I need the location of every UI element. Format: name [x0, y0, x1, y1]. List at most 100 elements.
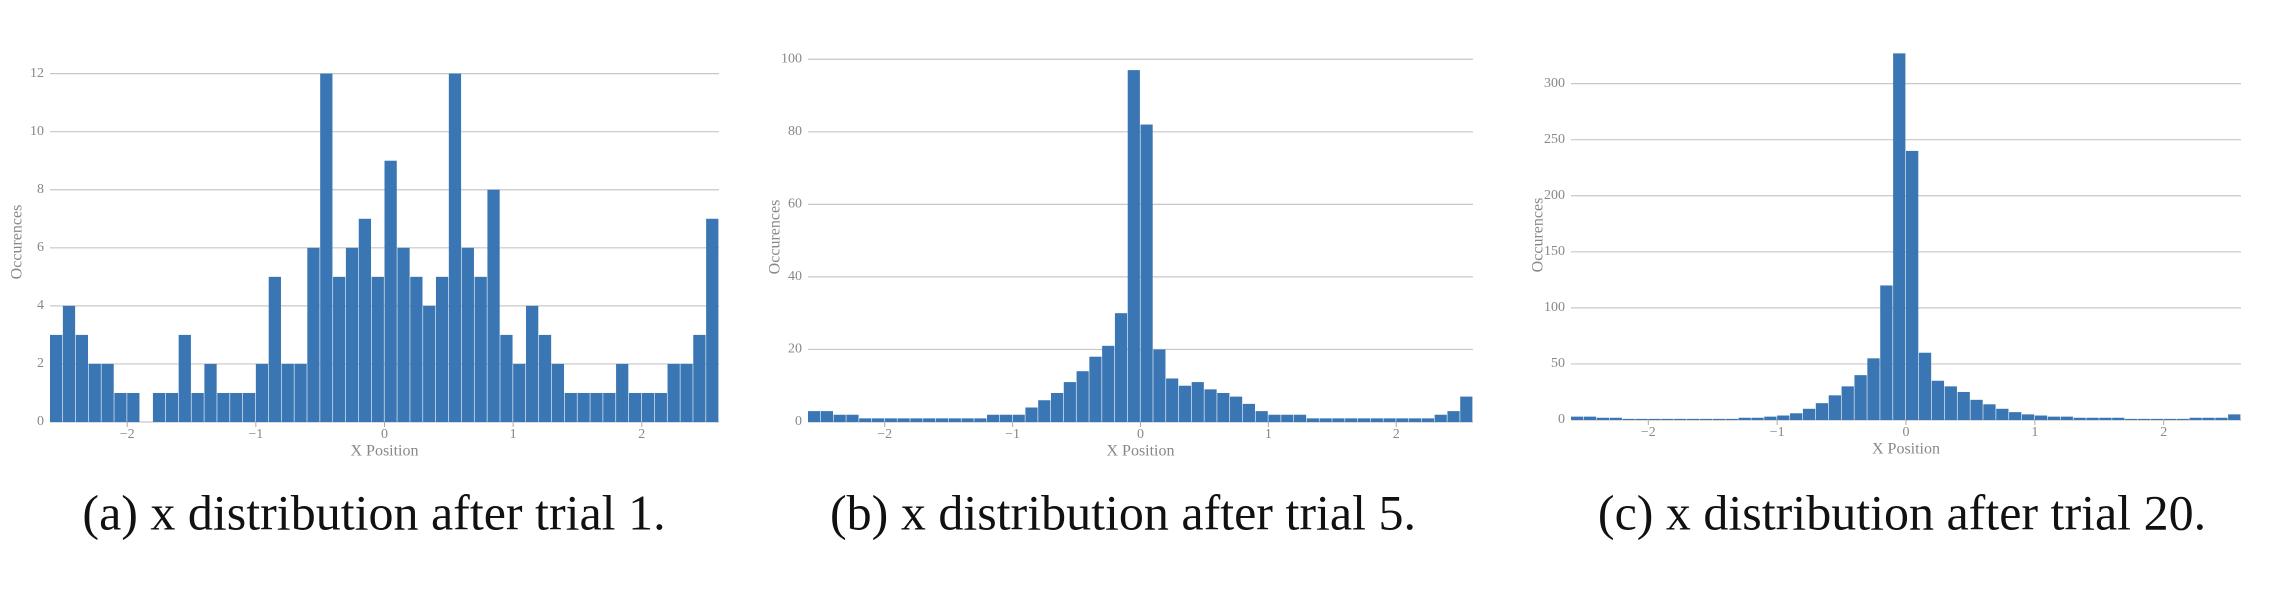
bar	[2047, 416, 2061, 420]
bar	[2189, 417, 2202, 420]
bar	[1622, 418, 1635, 420]
x-tick-label: −1	[248, 427, 263, 442]
x-axis-title: X Position	[1106, 443, 1174, 460]
bar	[961, 418, 974, 422]
bar	[1012, 414, 1025, 422]
bar	[1854, 375, 1867, 420]
bar	[384, 160, 397, 423]
bar	[423, 305, 436, 422]
bar	[1944, 386, 1957, 420]
x-axis-title: X Position	[350, 443, 418, 460]
bar	[333, 276, 346, 422]
bar	[1957, 391, 1970, 420]
bar	[564, 392, 577, 422]
bar	[1281, 414, 1294, 422]
bar	[526, 305, 539, 422]
bar	[1447, 411, 1460, 422]
bar	[101, 363, 114, 422]
bar	[2150, 418, 2164, 420]
bar	[1345, 418, 1358, 422]
y-tick-label: 40	[788, 269, 802, 284]
x-axis-title: X Position	[1872, 441, 1940, 458]
bar	[1571, 416, 1584, 420]
bar	[2086, 417, 2099, 420]
y-tick-label: 50	[1551, 356, 1565, 371]
bar	[1102, 345, 1115, 422]
y-tick-label: 250	[1544, 132, 1565, 147]
x-tick-label: 2	[1393, 427, 1400, 442]
bar	[230, 392, 243, 422]
bar	[616, 363, 629, 422]
bar	[641, 392, 655, 422]
bar	[1166, 378, 1179, 422]
bar	[1204, 389, 1217, 422]
y-tick-label: 6	[37, 240, 44, 255]
bar	[1268, 414, 1281, 422]
bar	[808, 411, 821, 422]
y-tick-label: 0	[37, 414, 44, 429]
bar	[923, 418, 936, 422]
x-tick-label: 1	[1265, 427, 1272, 442]
bar	[294, 363, 307, 422]
bar	[2215, 417, 2228, 420]
bar	[1970, 399, 1983, 420]
x-tick-label: 0	[1903, 425, 1910, 440]
bar	[1089, 356, 1102, 422]
bar	[1370, 418, 1383, 422]
bar	[2228, 414, 2241, 420]
bar	[1880, 285, 1893, 420]
bar	[1712, 418, 1726, 420]
bar	[1815, 403, 1829, 420]
bar	[217, 392, 230, 422]
bar	[50, 334, 63, 422]
bar	[448, 73, 462, 422]
bar	[1217, 392, 1230, 422]
bar	[948, 418, 961, 422]
x-tick-label: −2	[120, 427, 135, 442]
bar	[2060, 416, 2073, 420]
bar	[859, 418, 872, 422]
y-tick-label: 10	[30, 124, 44, 139]
y-tick-label: 8	[37, 182, 44, 197]
x-tick-label: 1	[510, 427, 517, 442]
bar	[461, 247, 474, 422]
bar	[1699, 418, 1713, 420]
bar	[628, 392, 642, 422]
bar	[2137, 418, 2151, 420]
x-tick-label: 2	[638, 427, 645, 442]
caption: (c) x distribution after trial 20.	[1598, 484, 2206, 540]
bar	[1434, 414, 1447, 422]
bar	[551, 363, 565, 422]
bar	[1319, 418, 1332, 422]
bar	[1383, 418, 1396, 422]
y-tick-label: 20	[788, 342, 802, 357]
bar	[474, 276, 487, 422]
bar	[1332, 418, 1345, 422]
bar	[1918, 352, 1932, 420]
bar	[1153, 349, 1166, 422]
bar	[2202, 417, 2215, 420]
bar	[165, 392, 179, 422]
y-tick-label: 100	[1544, 300, 1565, 315]
bar	[1725, 418, 1738, 420]
bar	[371, 276, 384, 422]
bar	[833, 414, 846, 422]
bar	[2034, 415, 2048, 420]
x-tick-label: 0	[1137, 427, 1144, 442]
bar	[242, 392, 256, 422]
y-tick-label: 80	[788, 124, 802, 139]
bar	[884, 418, 897, 422]
bar	[1790, 413, 1803, 420]
bar	[1293, 414, 1307, 422]
bar	[1178, 385, 1192, 422]
bar	[1764, 416, 1777, 420]
y-tick-label: 12	[30, 66, 44, 81]
bar	[320, 73, 333, 422]
bar	[910, 418, 923, 422]
bar	[871, 418, 885, 422]
bar	[1648, 418, 1661, 420]
bar	[255, 363, 269, 422]
bar	[1140, 124, 1153, 423]
y-tick-label: 0	[795, 414, 802, 429]
